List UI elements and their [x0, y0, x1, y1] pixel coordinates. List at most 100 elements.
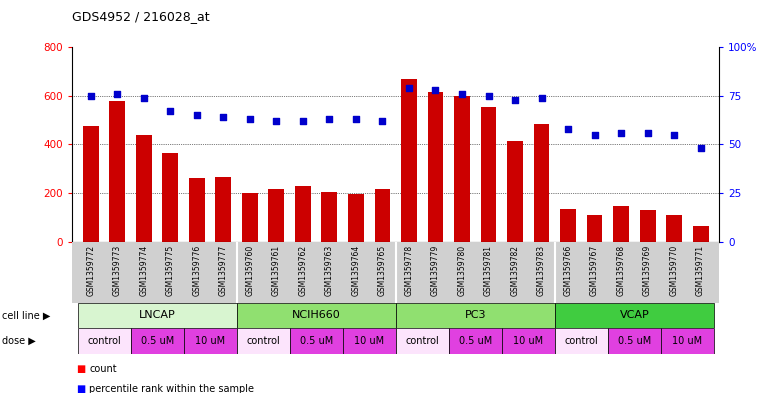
Point: [350, 116, 362, 122]
Text: control: control: [247, 336, 280, 346]
Bar: [136, 135, 152, 242]
Text: 0.5 uM: 0.5 uM: [300, 336, 333, 346]
Point: [111, 91, 123, 97]
Bar: [396, 303, 555, 328]
Text: GSM1359777: GSM1359777: [219, 245, 228, 296]
Bar: [215, 177, 231, 242]
Point: [429, 87, 441, 93]
Text: VCAP: VCAP: [619, 310, 649, 320]
Bar: [242, 193, 258, 242]
Text: GSM1359766: GSM1359766: [564, 245, 572, 296]
Bar: [342, 328, 396, 354]
Text: GDS4952 / 216028_at: GDS4952 / 216028_at: [72, 10, 210, 23]
Point: [270, 118, 282, 124]
Text: GSM1359764: GSM1359764: [352, 245, 361, 296]
Point: [536, 95, 548, 101]
Bar: [237, 328, 290, 354]
Point: [642, 130, 654, 136]
Text: GSM1359760: GSM1359760: [245, 245, 254, 296]
Text: GSM1359778: GSM1359778: [405, 245, 413, 296]
Text: LNCAP: LNCAP: [139, 310, 176, 320]
Point: [164, 108, 177, 114]
Text: dose ▶: dose ▶: [2, 336, 35, 346]
Text: GSM1359780: GSM1359780: [457, 245, 466, 296]
Bar: [290, 328, 342, 354]
Text: 0.5 uM: 0.5 uM: [618, 336, 651, 346]
Bar: [110, 101, 126, 242]
Text: GSM1359771: GSM1359771: [696, 245, 705, 296]
Text: GSM1359779: GSM1359779: [431, 245, 440, 296]
Text: GSM1359762: GSM1359762: [298, 245, 307, 296]
Bar: [533, 124, 549, 242]
Text: GSM1359781: GSM1359781: [484, 245, 493, 296]
Text: control: control: [565, 336, 598, 346]
Point: [323, 116, 336, 122]
Text: GSM1359765: GSM1359765: [378, 245, 387, 296]
Point: [509, 97, 521, 103]
Bar: [480, 107, 496, 242]
Text: GSM1359775: GSM1359775: [166, 245, 175, 296]
Bar: [374, 189, 390, 242]
Bar: [666, 215, 682, 242]
Point: [615, 130, 627, 136]
Text: NCIH660: NCIH660: [291, 310, 341, 320]
Text: GSM1359763: GSM1359763: [325, 245, 334, 296]
Bar: [269, 189, 285, 242]
Text: count: count: [89, 364, 116, 375]
Bar: [237, 303, 396, 328]
Bar: [555, 303, 714, 328]
Text: GSM1359774: GSM1359774: [139, 245, 148, 296]
Bar: [321, 192, 337, 242]
Bar: [189, 178, 205, 242]
Text: GSM1359773: GSM1359773: [113, 245, 122, 296]
Point: [377, 118, 389, 124]
Bar: [454, 96, 470, 242]
Bar: [162, 153, 178, 242]
Text: cell line ▶: cell line ▶: [2, 310, 50, 320]
Bar: [555, 328, 608, 354]
Text: 0.5 uM: 0.5 uM: [459, 336, 492, 346]
Text: GSM1359783: GSM1359783: [537, 245, 546, 296]
Bar: [661, 328, 714, 354]
Text: 10 uM: 10 uM: [195, 336, 225, 346]
Text: 0.5 uM: 0.5 uM: [141, 336, 174, 346]
Text: GSM1359768: GSM1359768: [616, 245, 626, 296]
Text: GSM1359770: GSM1359770: [670, 245, 679, 296]
Bar: [183, 328, 237, 354]
Text: GSM1359767: GSM1359767: [590, 245, 599, 296]
Text: percentile rank within the sample: percentile rank within the sample: [89, 384, 254, 393]
Text: control: control: [88, 336, 121, 346]
Bar: [295, 186, 311, 242]
Text: GSM1359761: GSM1359761: [272, 245, 281, 296]
Point: [191, 112, 203, 118]
Point: [84, 93, 97, 99]
Point: [562, 126, 574, 132]
Text: 10 uM: 10 uM: [513, 336, 543, 346]
Bar: [396, 328, 449, 354]
Bar: [131, 328, 183, 354]
Bar: [449, 328, 501, 354]
Text: GSM1359776: GSM1359776: [193, 245, 202, 296]
Bar: [507, 141, 523, 242]
Bar: [428, 92, 444, 242]
Text: GSM1359769: GSM1359769: [643, 245, 652, 296]
Bar: [78, 303, 237, 328]
Point: [456, 91, 468, 97]
Bar: [83, 126, 99, 242]
Point: [668, 132, 680, 138]
Text: 10 uM: 10 uM: [354, 336, 384, 346]
Text: GSM1359772: GSM1359772: [86, 245, 95, 296]
Point: [297, 118, 309, 124]
Point: [244, 116, 256, 122]
Point: [138, 95, 150, 101]
Bar: [401, 79, 417, 242]
Text: control: control: [406, 336, 439, 346]
Bar: [608, 328, 661, 354]
Bar: [639, 210, 655, 242]
Text: ■: ■: [76, 364, 85, 375]
Text: ■: ■: [76, 384, 85, 393]
Bar: [501, 328, 555, 354]
Bar: [613, 206, 629, 242]
Bar: [78, 328, 131, 354]
Bar: [560, 209, 576, 242]
